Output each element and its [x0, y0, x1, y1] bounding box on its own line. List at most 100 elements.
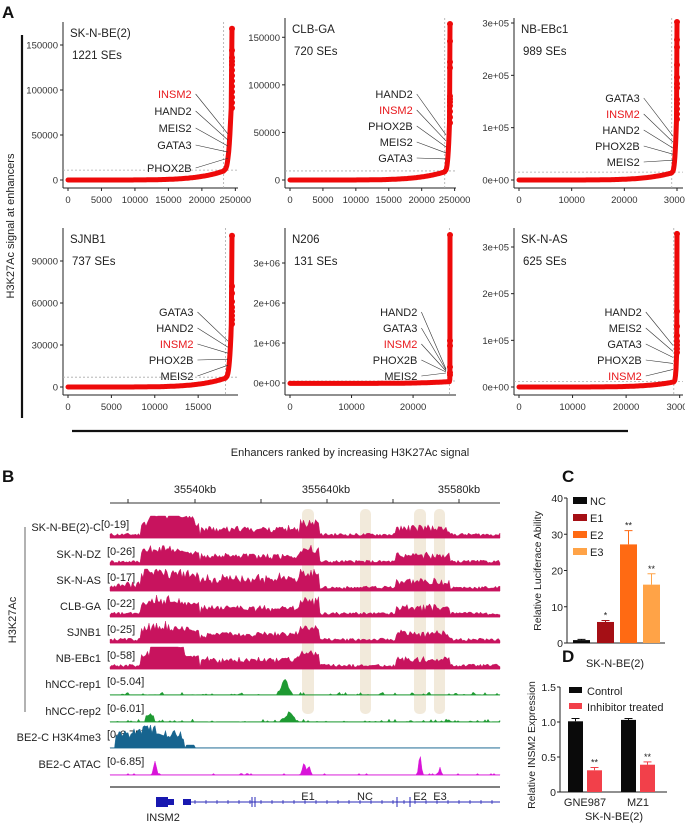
y-tick-label: 30000 [32, 341, 58, 352]
x-tick-label: 20000 [189, 195, 215, 206]
rose-plot-nb-ebc1: 0e+00 1e+05 2e+05 3e+05 0 10000 20000 30000 NB-E… [482, 18, 685, 206]
gene-label-phox2b: PHOX2B [373, 355, 418, 367]
gene-leader-line [195, 93, 229, 135]
gene-label-hand2: HAND2 [154, 106, 191, 118]
gene-name: INSM2 [146, 812, 180, 824]
gene-label-meis2: MEIS2 [159, 123, 192, 135]
super-enhancer-point [674, 36, 680, 43]
ranked-curve [516, 231, 680, 390]
super-enhancer-point [229, 61, 235, 68]
panel-label-A: A [2, 3, 14, 22]
gene-leader-line [197, 327, 229, 348]
track-range: [0-25] [107, 624, 135, 636]
x-tick-label: 250000 [219, 195, 251, 206]
gene-leader-line [643, 113, 674, 143]
track-range: [0-17] [107, 572, 135, 584]
signal-area [109, 594, 501, 618]
super-enhancer-point [674, 308, 680, 315]
x-tick-label: MZ1 [627, 797, 649, 809]
sample-name: NB-EBc1 [521, 24, 568, 36]
super-enhancer-point [674, 84, 680, 91]
signal-area [109, 620, 501, 644]
signal-area [109, 568, 501, 592]
track-range: [0-5.04] [107, 676, 144, 688]
gene-leader-line [195, 110, 229, 141]
legend-label: NC [590, 496, 606, 508]
track-be2-c-atac: BE2-C ATAC [0-6.85] [38, 756, 501, 776]
super-enhancer-point [674, 349, 680, 356]
super-enhancer-point [447, 337, 453, 344]
super-enhancer-point [229, 312, 235, 319]
x-tick-label: 0 [65, 195, 70, 206]
y-tick-label: 30 [551, 529, 563, 541]
track-name: NB-EBc1 [56, 653, 101, 665]
gene-leader-line [645, 311, 674, 346]
gene-label-meis2: MEIS2 [380, 137, 413, 149]
signal-area [109, 646, 501, 670]
gene-label-meis2: MEIS2 [384, 371, 417, 383]
track-name: BE2-C ATAC [38, 759, 101, 771]
y-tick-label: 90000 [32, 257, 58, 268]
y-tick-label: 2e+05 [482, 289, 509, 300]
x-tick-label: 20000 [408, 195, 434, 206]
super-enhancer-point [674, 74, 680, 81]
super-enhancer-point [674, 332, 680, 339]
super-enhancer-point [229, 67, 235, 74]
y-tick-label: 10 [551, 602, 563, 614]
rose-plot-sk-n-be-2-: 0 50000 100000 150000 0 5000 10000 15000 20000 25… [26, 22, 251, 206]
y-tick-label: 1e+06 [253, 339, 280, 350]
track-name: SK-N-AS [56, 575, 101, 587]
track-nb-ebc1: NB-EBc1 [0-58] [56, 646, 501, 670]
gene-leader-line [643, 129, 674, 149]
gene-leader-line [416, 141, 447, 154]
super-enhancer-point [229, 99, 235, 106]
track-name: CLB-GA [60, 601, 102, 613]
gene-label-phox2b: PHOX2B [147, 163, 192, 175]
track-range: [0-19] [101, 519, 129, 531]
y-tick-label: 60000 [32, 299, 58, 310]
super-enhancer-point [674, 61, 680, 68]
ranked-curve [287, 21, 453, 183]
super-enhancer-point [447, 38, 453, 45]
super-enhancer-point [229, 298, 235, 305]
significance-mark: ** [625, 521, 633, 531]
y-tick-label: 50000 [254, 128, 280, 139]
rose-plot-sjnb1: 0 30000 60000 90000 0 5000 10000 15000 SJNB1 737 … [32, 228, 238, 413]
x-tick-label: 5000 [312, 195, 333, 206]
gene-label-hand2: HAND2 [604, 307, 641, 319]
super-enhancer-point [674, 44, 680, 51]
track-be2-c-h3k4me3: BE2-C H3K4me3[0-6.75] [17, 724, 501, 749]
bar-mz1-control [621, 719, 636, 792]
gene-label-hand2: HAND2 [375, 89, 412, 101]
super-enhancer-point [674, 100, 680, 107]
track-name: hNCC-rep1 [45, 679, 101, 691]
x-tick-label: 5000 [101, 402, 122, 413]
region-label-e1: E1 [301, 791, 314, 803]
x-tick-label: 20000 [611, 195, 637, 206]
se-count: 737 SEs [72, 256, 116, 268]
gene-label-gata3: GATA3 [607, 339, 641, 351]
track-hncc-rep1: hNCC-rep1 [0-5.04] [45, 676, 501, 696]
legend-swatch [569, 687, 582, 693]
x-tick-label: 0 [287, 402, 292, 413]
gene-label-gata3: GATA3 [378, 153, 412, 165]
legend-swatch [573, 497, 587, 504]
gene-label-meis2: MEIS2 [160, 371, 193, 383]
super-enhancer-point [447, 64, 453, 71]
x-tick-label: 30000 [664, 195, 685, 206]
x-tick-label: 20000 [613, 402, 639, 413]
legend-label: Inhibitor treated [587, 702, 663, 714]
x-tick-label: 10000 [558, 195, 584, 206]
gene-label-phox2b: PHOX2B [597, 355, 642, 367]
signal-area [109, 515, 501, 539]
y-tick-label: 3e+06 [253, 259, 280, 270]
gene-leader-line [643, 159, 674, 163]
x-tick-label: 30000 [666, 402, 685, 413]
region-label-nc: NC [357, 791, 373, 803]
gene-label-gata3: GATA3 [159, 307, 193, 319]
super-enhancer-point [447, 108, 453, 115]
super-enhancer-point [674, 18, 680, 25]
y-tick-label: 0e+00 [482, 383, 509, 394]
gene-label-phox2b: PHOX2B [149, 355, 194, 367]
